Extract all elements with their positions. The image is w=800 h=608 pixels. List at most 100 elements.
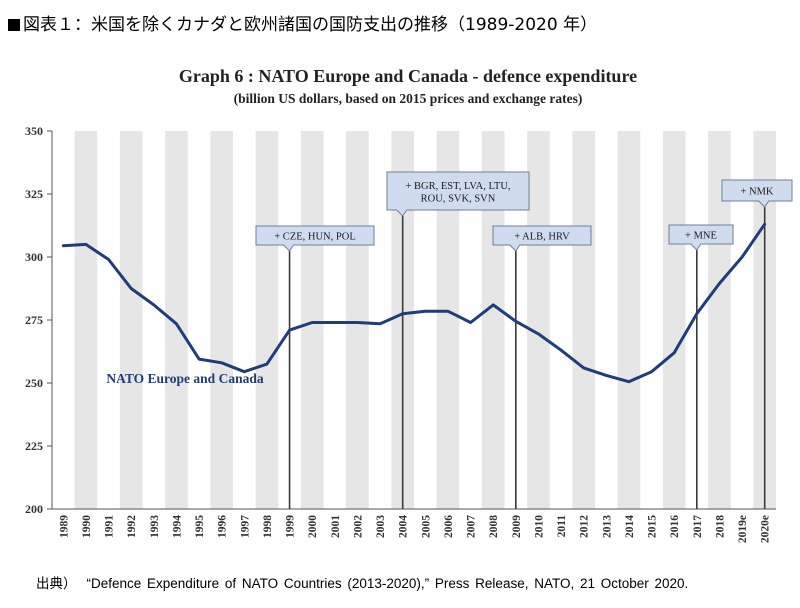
data-point <box>537 332 540 336</box>
annotation-label: ROU, SVK, SVN <box>421 193 496 204</box>
x-tick-label: 1998 <box>262 515 274 538</box>
x-tick-label: 1994 <box>171 515 183 538</box>
data-point <box>356 321 359 324</box>
x-tick-label: 2010 <box>533 515 545 538</box>
x-tick-label: 2020e <box>760 515 772 543</box>
x-tick-label: 2004 <box>398 515 410 538</box>
series-line <box>61 222 767 384</box>
x-tick-label: 2012 <box>579 515 591 538</box>
x-tick-label: 2009 <box>511 515 523 538</box>
source-prefix: 出典） <box>36 576 77 592</box>
data-point <box>220 361 223 365</box>
data-point <box>763 223 766 226</box>
series-layer <box>61 222 767 384</box>
y-tick-label: 325 <box>25 187 43 201</box>
chart-title: Graph 6 : NATO Europe and Canada - defen… <box>179 66 637 86</box>
data-point <box>288 328 291 332</box>
y-axis: 200 225 250 275 300 325 350 <box>25 124 53 516</box>
x-tick-label: 2005 <box>420 515 432 538</box>
data-point <box>469 321 472 324</box>
data-point <box>446 309 450 313</box>
data-point <box>424 309 427 313</box>
data-point <box>152 303 156 307</box>
grid-band <box>617 131 641 509</box>
x-tick-label: 2015 <box>647 515 659 538</box>
data-point <box>243 370 246 373</box>
source-note: 出典） “Defence Expenditure of NATO Countrie… <box>36 572 688 592</box>
data-point <box>310 321 314 324</box>
annotation-label: + MNE <box>685 231 717 242</box>
x-tick-label: 2008 <box>488 515 500 538</box>
grid-band <box>255 131 279 509</box>
data-point <box>605 374 608 377</box>
x-tick-label: 2014 <box>624 515 636 538</box>
data-point <box>672 351 676 354</box>
source-text: “Defence Expenditure of NATO Countries (… <box>86 576 689 591</box>
x-tick-label: 2016 <box>669 515 681 538</box>
x-tick-label: 2002 <box>352 515 364 538</box>
data-point <box>84 243 88 246</box>
y-tick-label: 250 <box>25 376 43 390</box>
x-tick-label: 2013 <box>601 515 613 538</box>
data-point <box>265 362 269 366</box>
annotation-callouts: + CZE, HUN, POL + BGR, EST, LVA, LTU,ROU,… <box>255 171 793 252</box>
grid-band <box>210 131 233 509</box>
series-label: NATO Europe and Canada <box>106 371 263 386</box>
x-axis: 1989 1990 1991 1992 1993 1994 1995 1996 1997 1998… <box>52 508 776 543</box>
annotation-label: + CZE, HUN, POL <box>274 232 355 243</box>
data-point <box>559 349 563 352</box>
x-tick-label: 2019e <box>737 515 749 543</box>
grid-band <box>436 131 460 509</box>
y-tick-label: 200 <box>25 502 43 516</box>
data-point <box>695 312 699 315</box>
y-tick-label: 350 <box>25 124 43 138</box>
grid-band <box>527 131 550 509</box>
x-tick-label: 1993 <box>149 515 161 538</box>
x-tick-label: 1992 <box>126 515 138 538</box>
annotation-label: + NMK <box>740 187 773 198</box>
grid-band <box>346 131 369 509</box>
y-tick-label: 300 <box>25 250 43 264</box>
annotation-label: + ALB, HRV <box>514 232 570 243</box>
x-tick-label: 2003 <box>375 515 387 538</box>
x-tick-label: 1997 <box>239 515 251 538</box>
grid-band <box>165 131 188 509</box>
data-point <box>129 287 133 290</box>
data-point <box>107 258 110 261</box>
grid-band <box>300 131 324 509</box>
data-point <box>491 303 495 307</box>
annotation-label: + BGR, EST, LVA, LTU, <box>405 181 510 192</box>
x-tick-label: 1990 <box>81 515 93 538</box>
grid-band <box>74 131 98 509</box>
figure-title-text: 図表１：米国を除くカナダと欧州諸国の国防支出の推移（1989-2020 年） <box>23 15 598 35</box>
grid-band <box>662 131 686 509</box>
series-label-group: NATO Europe and Canada <box>106 371 263 386</box>
x-tick-label: 1989 <box>58 515 70 538</box>
annotation-box <box>492 225 592 252</box>
x-tick-label: 2007 <box>466 515 478 538</box>
x-tick-label: 2018 <box>714 515 726 538</box>
data-point <box>650 370 653 373</box>
data-point <box>718 282 721 285</box>
x-tick-label: 2001 <box>330 515 342 538</box>
x-tick-label: 1995 <box>194 515 206 538</box>
data-point <box>197 357 201 361</box>
x-tick-label: 1991 <box>104 515 116 538</box>
data-point <box>378 322 382 325</box>
data-point <box>627 380 631 383</box>
annotation-box <box>255 225 375 252</box>
annotation-lines <box>288 201 766 509</box>
y-tick-label: 275 <box>25 313 43 327</box>
grid-band <box>119 131 143 509</box>
grid-band <box>572 131 595 509</box>
annotation-box <box>721 179 793 208</box>
annotation-box <box>668 224 734 251</box>
x-tick-label: 1999 <box>285 515 297 538</box>
x-tick-label: 2017 <box>692 515 704 538</box>
y-tick-label: 225 <box>25 439 43 453</box>
figure-title: 図表１：米国を除くカナダと欧州諸国の国防支出の推移（1989-2020 年） <box>8 10 597 35</box>
annotation-box <box>386 171 530 217</box>
data-point <box>175 322 178 325</box>
black-square-icon <box>8 19 20 31</box>
data-point <box>62 244 65 247</box>
